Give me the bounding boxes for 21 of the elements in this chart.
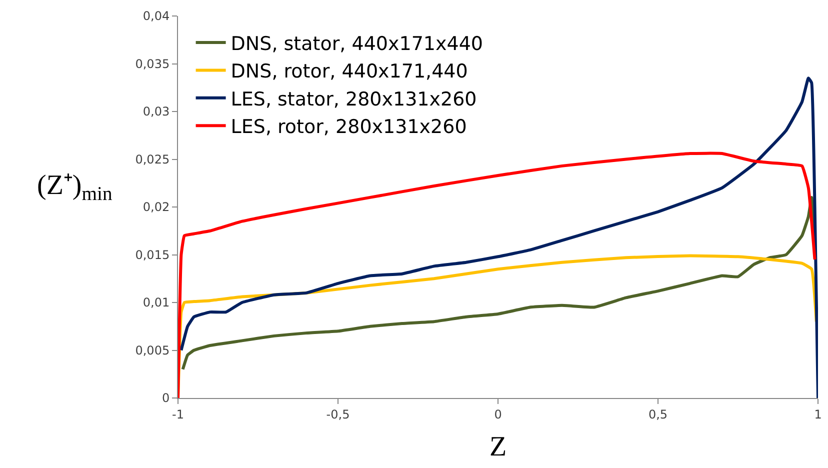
y-tick-label: 0,02 xyxy=(142,200,170,214)
legend-label: LES, rotor, 280x131x260 xyxy=(230,116,467,138)
legend-label: DNS, rotor, 440x171,440 xyxy=(230,60,468,83)
y-tick-label: 0 xyxy=(162,391,170,406)
y-tick-label: 0,005 xyxy=(135,343,170,358)
y-tick-label: 0,03 xyxy=(142,104,170,119)
legend-label: DNS, stator, 440x171x440 xyxy=(230,32,484,55)
x-tick-label: -0,5 xyxy=(326,407,350,422)
x-tick-label: 1 xyxy=(814,407,822,422)
x-tick-label: 0,5 xyxy=(648,407,668,422)
y-axis-title: (Z⁺)$_{min}$ xyxy=(37,170,112,205)
y-tick-label: 0,01 xyxy=(142,296,170,310)
legend-label: LES, stator, 280x131x260 xyxy=(230,88,477,110)
y-tick-label: 0,025 xyxy=(135,152,170,166)
x-tick-label: -1 xyxy=(172,407,184,422)
y-tick-label: 0,015 xyxy=(135,248,170,262)
x-tick-label: 0 xyxy=(494,407,502,422)
y-tick-label: 0,035 xyxy=(135,56,170,71)
line-series xyxy=(181,196,816,371)
x-axis-title: Z xyxy=(489,432,507,462)
y-tick-label: 0,04 xyxy=(142,9,170,24)
